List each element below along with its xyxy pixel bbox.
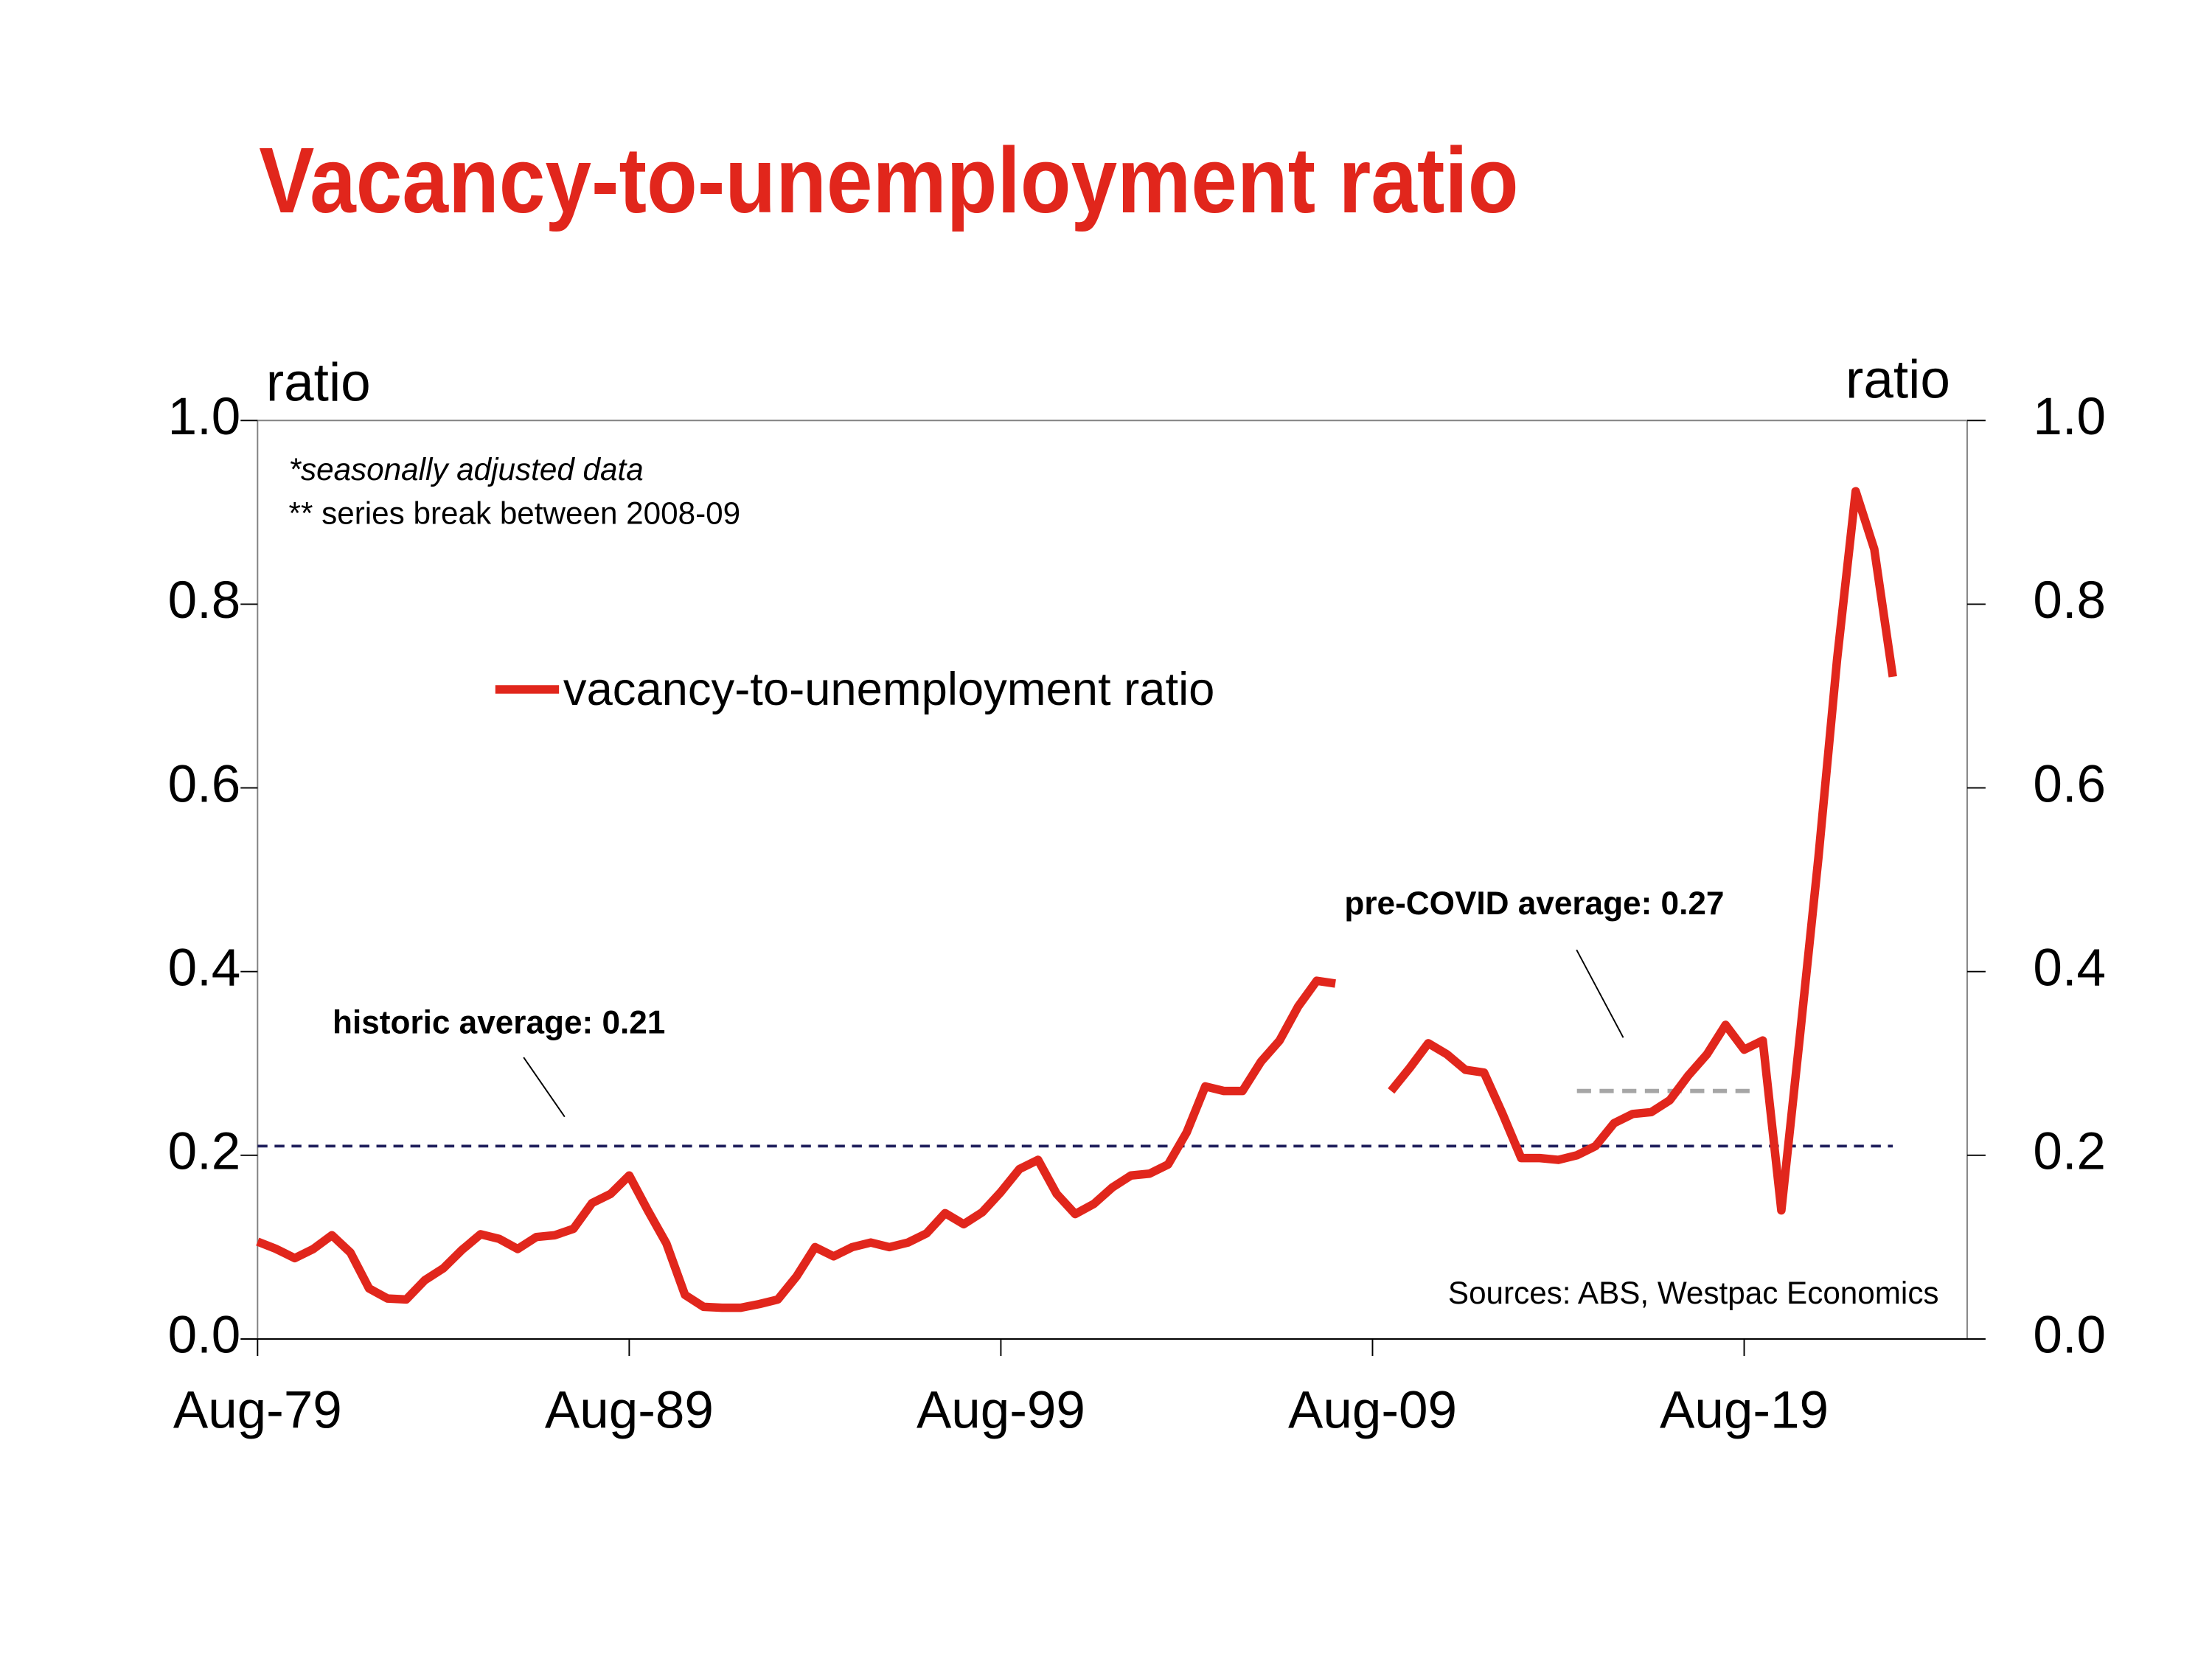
x-tick-label: Aug-19 bbox=[1660, 1381, 1829, 1439]
y-tick-label: 0.8 bbox=[168, 571, 241, 630]
y2-tick-label: 0.4 bbox=[2033, 939, 2106, 997]
y2-tick-label: 0.2 bbox=[2033, 1123, 2106, 1181]
legend-label: vacancy-to-unemployment ratio bbox=[563, 664, 1214, 715]
y2-tick-label: 1.0 bbox=[2033, 388, 2106, 446]
source: Sources: ABS, Westpac Economics bbox=[1448, 1276, 1939, 1310]
y-axis-label: ratio bbox=[266, 352, 371, 412]
annotation-label: pre-COVID average: 0.27 bbox=[1344, 886, 1724, 922]
x-tick-label: Aug-09 bbox=[1288, 1381, 1457, 1439]
chart-title: Vacancy-to-unemployment ratio bbox=[259, 128, 1518, 232]
leader-line bbox=[523, 1057, 566, 1118]
x-tick-label: Aug-79 bbox=[173, 1381, 342, 1439]
y-tick-label: 1.0 bbox=[168, 388, 241, 446]
note: *seasonally adjusted data bbox=[289, 452, 644, 487]
leader-line bbox=[1576, 949, 1624, 1038]
y2-axis-label: ratio bbox=[1846, 350, 1950, 410]
y-tick-label: 0.2 bbox=[168, 1123, 241, 1181]
note: ** series break between 2008-09 bbox=[289, 495, 741, 530]
y2-tick-label: 0.6 bbox=[2033, 755, 2106, 813]
y2-tick-label: 0.8 bbox=[2033, 571, 2106, 630]
plot-frame bbox=[257, 420, 1968, 1340]
y-tick-label: 0.6 bbox=[168, 755, 241, 813]
data-line bbox=[256, 487, 1897, 1312]
x-tick-label: Aug-89 bbox=[545, 1381, 714, 1439]
x-tick-label: Aug-99 bbox=[917, 1381, 1085, 1439]
annotation-label: historic average: 0.21 bbox=[333, 1004, 665, 1040]
y2-tick-label: 0.0 bbox=[2033, 1307, 2106, 1365]
y-tick-label: 0.4 bbox=[168, 939, 241, 997]
y-tick-label: 0.0 bbox=[168, 1307, 241, 1365]
